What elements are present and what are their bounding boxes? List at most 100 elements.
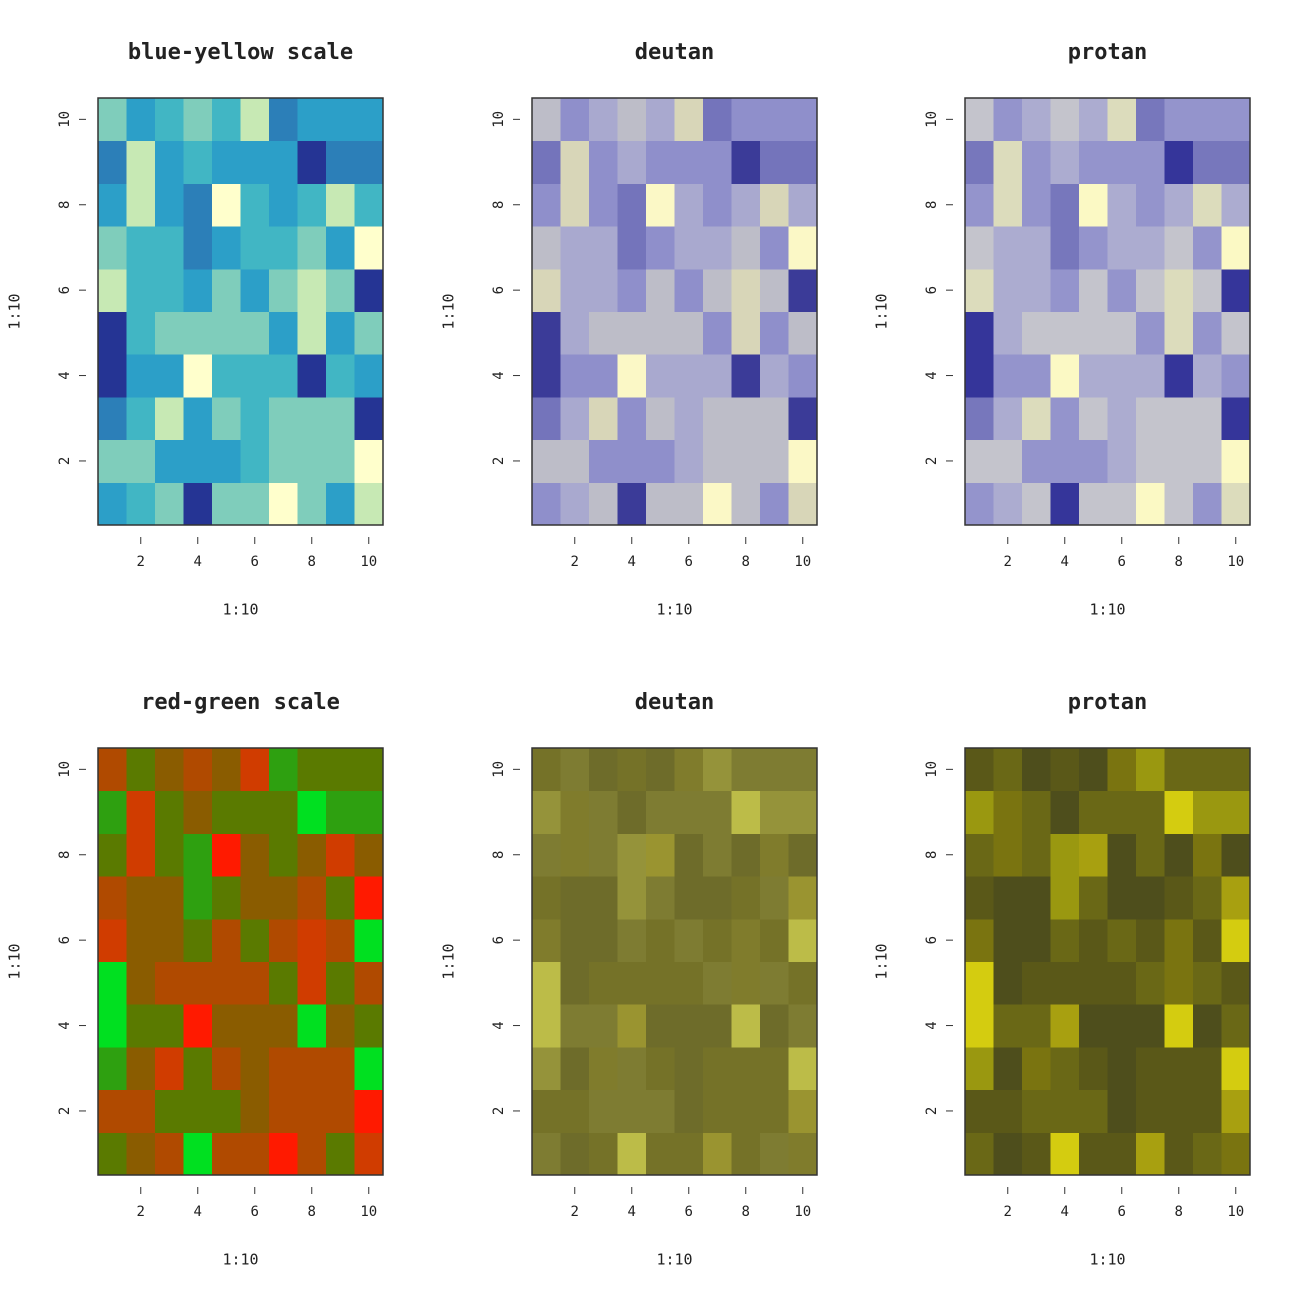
cell (1136, 918, 1165, 962)
y-axis-label: 1:10 (873, 293, 891, 329)
cell (1107, 1089, 1137, 1133)
cell (212, 918, 241, 962)
cell (1164, 1004, 1194, 1048)
y-axis-label: 1:10 (6, 293, 24, 329)
cell (1079, 748, 1108, 792)
cell (1136, 354, 1165, 398)
cell (1193, 1046, 1222, 1091)
cell (532, 396, 561, 441)
x-tick-label: 10 (360, 1204, 377, 1220)
cell (354, 482, 384, 526)
cell (240, 833, 270, 877)
cell (155, 790, 184, 834)
cell (646, 1046, 675, 1091)
plot-box (97, 97, 384, 526)
cell (1050, 1046, 1080, 1091)
cell (1136, 1132, 1165, 1176)
cell (126, 876, 156, 920)
cell (269, 140, 298, 184)
cell (560, 354, 590, 398)
cell (126, 311, 156, 355)
cell (788, 268, 818, 312)
x-tick-label: 2 (571, 554, 579, 570)
cell (589, 226, 618, 270)
cell (731, 311, 761, 355)
y-axis-label: 1:10 (6, 943, 24, 979)
cell (269, 354, 298, 398)
cell (1022, 311, 1051, 355)
cell (731, 268, 761, 312)
cell (1221, 354, 1251, 398)
cell (297, 311, 327, 355)
cell (560, 748, 590, 792)
cell (646, 98, 675, 142)
cell (240, 918, 270, 962)
cell (126, 268, 156, 312)
cell (1050, 354, 1080, 398)
cell (993, 1046, 1023, 1091)
x-axis-label: 1:10 (222, 1251, 258, 1269)
cell (646, 439, 675, 483)
cell (760, 1089, 789, 1133)
y-tick-label: 8 (57, 201, 73, 209)
cell (1221, 98, 1251, 142)
cell (788, 354, 818, 398)
cell (617, 354, 647, 398)
cell (1022, 482, 1051, 526)
cell (1107, 183, 1137, 227)
x-axis-label: 1:10 (222, 601, 258, 619)
cell (269, 226, 298, 270)
plot-box (97, 747, 384, 1176)
cell (788, 1089, 818, 1133)
cell (1107, 226, 1137, 270)
cell (1079, 482, 1108, 526)
cell (1193, 918, 1222, 962)
cell (297, 226, 327, 270)
cell (788, 311, 818, 355)
cell (1050, 790, 1080, 834)
cell (1136, 439, 1165, 483)
cell (703, 482, 732, 526)
cell (1164, 833, 1194, 877)
cell (126, 1004, 156, 1048)
cell (760, 1046, 789, 1091)
y-tick-label: 10 (57, 111, 73, 128)
cell (560, 396, 590, 441)
cell (98, 1089, 127, 1133)
cell (788, 183, 818, 227)
cell (183, 482, 213, 526)
panel: protan 1:10 1:10 2 4 6 8 10 2 4 6 8 10 (873, 40, 1251, 619)
cell (589, 876, 618, 920)
cell (1079, 1004, 1108, 1048)
cell (126, 790, 156, 834)
cell (1164, 439, 1194, 483)
cell (760, 833, 789, 877)
cell (760, 1132, 789, 1176)
y-axis-label: 1:10 (440, 293, 458, 329)
cell (589, 439, 618, 483)
cell (532, 1089, 561, 1133)
cell (560, 311, 590, 355)
cell (212, 183, 241, 227)
cell (646, 790, 675, 834)
cell (98, 918, 127, 962)
cell (674, 140, 704, 184)
cell (1022, 833, 1051, 877)
cell (1107, 396, 1137, 441)
y-tick-label: 10 (491, 761, 507, 778)
cell (354, 918, 384, 962)
plot-box (531, 747, 818, 1176)
cell (1022, 354, 1051, 398)
cell (560, 98, 590, 142)
cell (269, 396, 298, 441)
y-tick-label: 6 (57, 936, 73, 944)
cell (646, 876, 675, 920)
y-tick-label: 2 (924, 457, 940, 465)
cell (212, 396, 241, 441)
cell (212, 140, 241, 184)
x-tick-label: 10 (1227, 1204, 1244, 1220)
cell (532, 311, 561, 355)
cell (1193, 961, 1222, 1005)
cell (674, 183, 704, 227)
